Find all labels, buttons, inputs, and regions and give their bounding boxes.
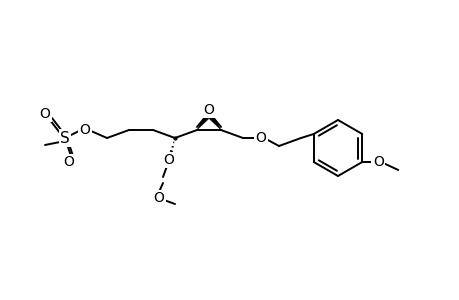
Text: O: O bbox=[153, 191, 164, 205]
Text: O: O bbox=[39, 107, 50, 121]
Text: O: O bbox=[203, 103, 214, 117]
Text: O: O bbox=[372, 155, 383, 169]
Text: O: O bbox=[163, 153, 174, 167]
Text: O: O bbox=[63, 155, 74, 169]
Text: S: S bbox=[60, 130, 70, 146]
Polygon shape bbox=[196, 116, 208, 130]
Text: O: O bbox=[255, 131, 266, 145]
Text: O: O bbox=[79, 123, 90, 137]
Polygon shape bbox=[208, 116, 220, 130]
